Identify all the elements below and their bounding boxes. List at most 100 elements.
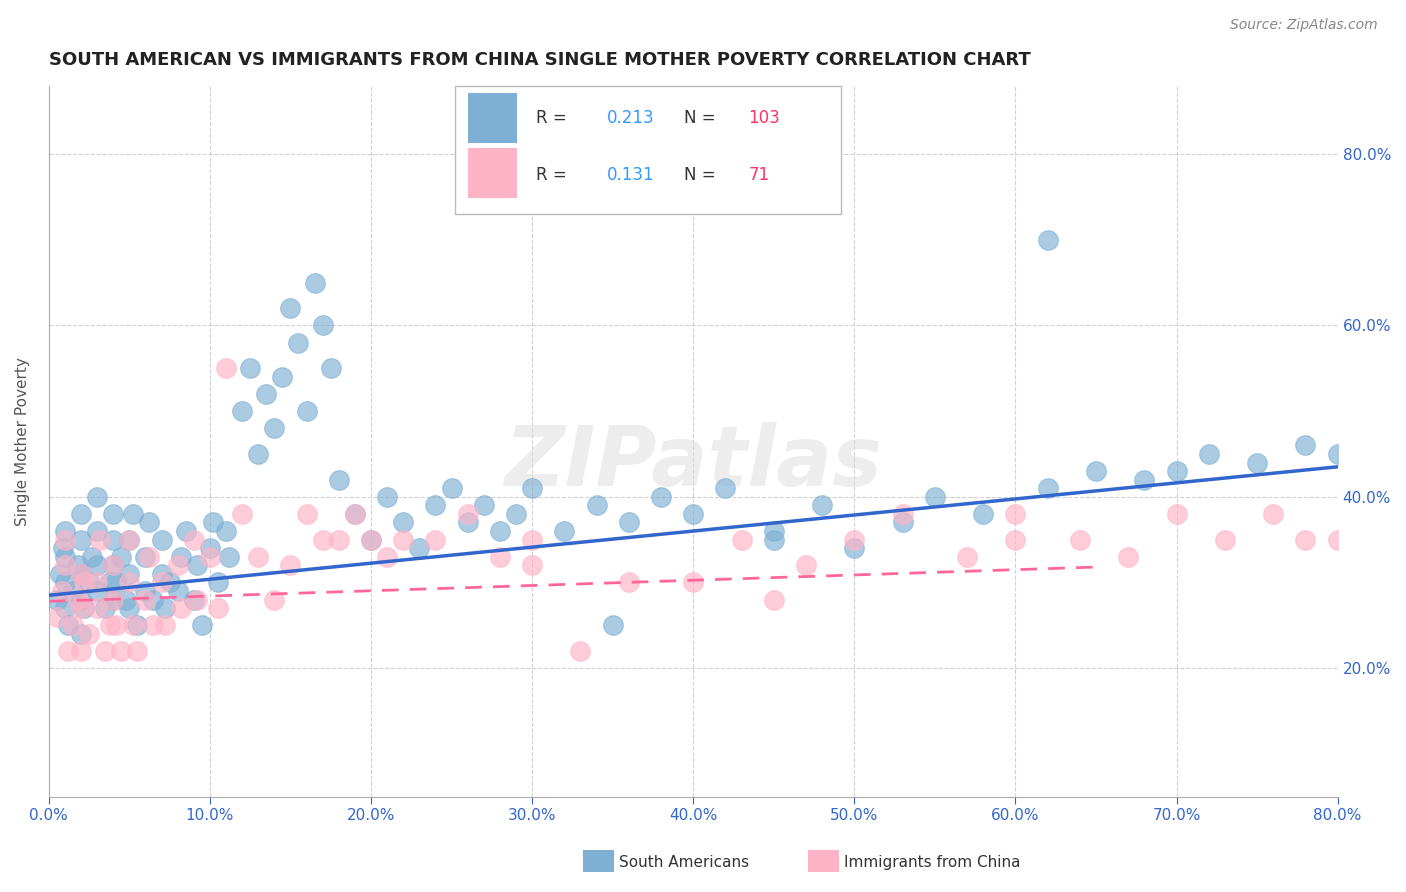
Point [166, 584, 188, 599]
Point [263, 592, 285, 607]
Point [118, 533, 141, 547]
Point [138, 516, 160, 530]
Point [602, 618, 624, 632]
Point [70, 566, 93, 581]
Point [53, 558, 76, 573]
Point [1213, 533, 1236, 547]
Point [762, 533, 785, 547]
Point [86, 490, 108, 504]
Point [218, 549, 240, 564]
Point [62, 584, 84, 599]
Point [328, 533, 350, 547]
Point [520, 481, 543, 495]
Point [425, 533, 447, 547]
Point [86, 584, 108, 599]
Point [118, 533, 141, 547]
Bar [468, 148, 516, 198]
Point [425, 499, 447, 513]
Point [207, 601, 229, 615]
Point [70, 627, 93, 641]
Point [247, 447, 270, 461]
Point [150, 575, 173, 590]
Point [174, 524, 197, 538]
Point [52, 541, 75, 556]
Point [553, 524, 575, 538]
Point [94, 601, 117, 615]
Text: Immigrants from China: Immigrants from China [844, 855, 1021, 870]
Point [77, 575, 100, 590]
Point [1294, 533, 1316, 547]
Text: R =: R = [536, 109, 572, 127]
Point [138, 549, 160, 564]
Point [134, 584, 156, 599]
Point [186, 592, 208, 607]
Point [844, 541, 866, 556]
Text: Source: ZipAtlas.com: Source: ZipAtlas.com [1230, 18, 1378, 32]
Point [794, 558, 817, 573]
Point [70, 601, 93, 615]
Point [440, 481, 463, 495]
Point [457, 507, 479, 521]
Point [49, 566, 72, 581]
Point [118, 566, 141, 581]
Point [617, 575, 640, 590]
Point [198, 549, 221, 564]
Point [1036, 233, 1059, 247]
Point [1116, 549, 1139, 564]
Point [762, 592, 785, 607]
Point [295, 507, 318, 521]
Point [150, 533, 173, 547]
Point [103, 558, 125, 573]
Point [105, 618, 128, 632]
Point [972, 507, 994, 521]
Point [231, 404, 253, 418]
Point [730, 533, 752, 547]
Point [103, 558, 125, 573]
Point [215, 524, 238, 538]
Point [1084, 464, 1107, 478]
Point [1326, 447, 1348, 461]
Point [121, 618, 143, 632]
Point [183, 592, 205, 607]
Point [86, 601, 108, 615]
Point [66, 558, 89, 573]
Point [1166, 507, 1188, 521]
Point [924, 490, 946, 504]
Point [844, 533, 866, 547]
Point [198, 541, 221, 556]
Point [505, 507, 527, 521]
Point [56, 618, 79, 632]
Text: 103: 103 [748, 109, 780, 127]
Point [1294, 438, 1316, 452]
Point [118, 575, 141, 590]
Point [1326, 533, 1348, 547]
Point [153, 601, 176, 615]
Point [170, 549, 193, 564]
Text: ZIPatlas: ZIPatlas [505, 422, 882, 503]
Point [343, 507, 366, 521]
Point [115, 592, 138, 607]
Point [186, 558, 208, 573]
Point [215, 361, 238, 376]
Point [408, 541, 430, 556]
Point [153, 618, 176, 632]
Point [1004, 507, 1026, 521]
Point [62, 618, 84, 632]
Point [956, 549, 979, 564]
Point [311, 318, 333, 333]
Point [811, 499, 834, 513]
Point [569, 644, 592, 658]
Point [142, 618, 165, 632]
Point [375, 490, 398, 504]
Point [319, 361, 342, 376]
Point [891, 507, 914, 521]
Text: South Americans: South Americans [619, 855, 749, 870]
Point [520, 558, 543, 573]
Point [1166, 464, 1188, 478]
Point [239, 361, 262, 376]
Point [159, 575, 181, 590]
Point [231, 507, 253, 521]
Point [53, 533, 76, 547]
Point [86, 524, 108, 538]
Point [150, 566, 173, 581]
